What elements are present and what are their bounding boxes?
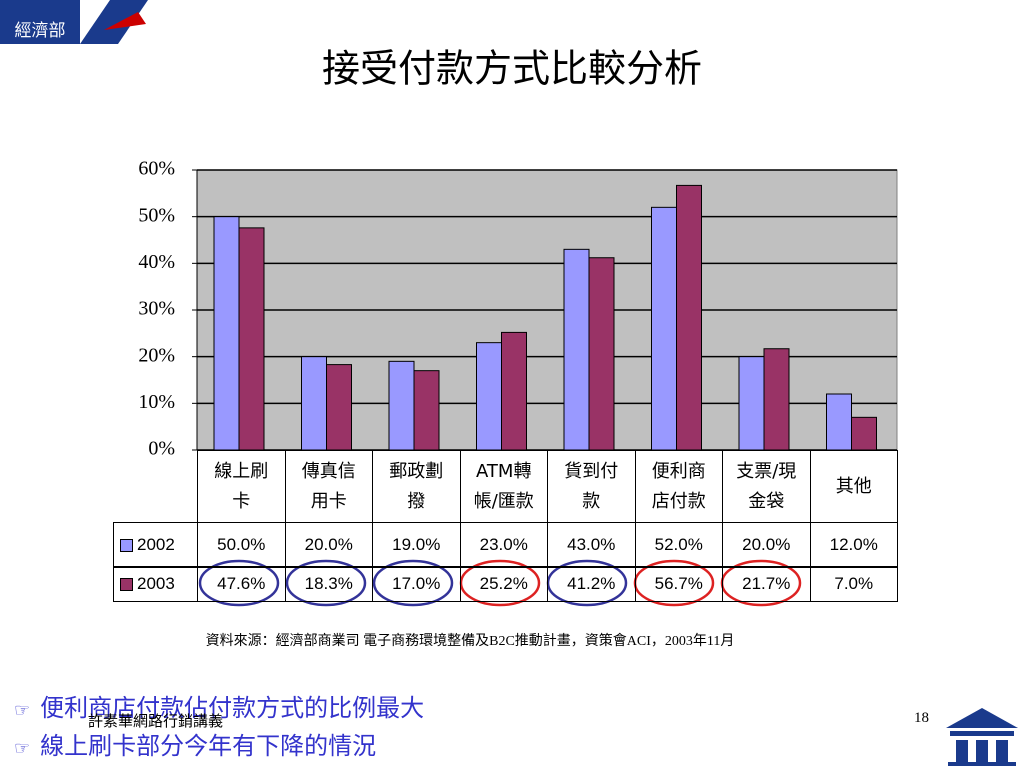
- bar: [301, 356, 327, 451]
- category-label: 便利商 店付款: [634, 450, 723, 523]
- bullet: ☞ 便利商店付款佔付款方式的比例最大: [14, 688, 424, 723]
- legend-swatch: [120, 577, 133, 591]
- value-label: 20.0%: [722, 522, 811, 568]
- category-label: 郵政劃 撥: [372, 450, 461, 523]
- chart: 0% 10% 20% 30% 40% 50% 60%: [138, 158, 898, 460]
- footer-author: 許素華網路行銷講義: [88, 714, 224, 730]
- category-label: 貨到付 款: [547, 450, 636, 523]
- value-label: 23.0%: [459, 522, 548, 568]
- bullet-text: 便利商店付款佔付款方式的比例最大: [40, 694, 425, 722]
- legend-label: 2003: [137, 574, 175, 593]
- circle: [459, 559, 541, 607]
- value-label: 41.2%: [547, 566, 636, 602]
- bar: [413, 370, 440, 451]
- y-tick-label: 50%: [138, 204, 175, 226]
- legend-swatch: [120, 538, 133, 552]
- bar: [238, 227, 265, 451]
- value-label: 47.6%: [197, 566, 286, 602]
- value-label: 17.0%: [372, 566, 461, 602]
- circle: [285, 559, 367, 607]
- logo-text: 經濟部: [15, 21, 66, 41]
- bar: [476, 342, 502, 451]
- category-label: 線上刷 卡: [197, 450, 286, 523]
- value-label: 7.0%: [809, 566, 898, 602]
- y-tick-label: 20%: [138, 344, 175, 366]
- bar: [676, 184, 702, 451]
- bar: [326, 364, 352, 451]
- bar: [213, 216, 240, 451]
- bar: [651, 206, 677, 451]
- y-tick-label: 60%: [138, 158, 175, 180]
- circle: [546, 559, 628, 607]
- legend-label: 2002: [137, 535, 175, 554]
- value-label: 21.7%: [722, 566, 811, 602]
- value-label: 50.0%: [197, 522, 286, 568]
- y-tick-label: 40%: [138, 251, 175, 273]
- y-tick-label: 0%: [148, 438, 175, 460]
- circle: [198, 559, 280, 607]
- bar: [388, 360, 415, 451]
- value-label: 43.0%: [547, 522, 636, 568]
- value-label: 20.0%: [284, 522, 373, 568]
- bar: [738, 356, 765, 451]
- value-label: 25.2%: [459, 566, 548, 602]
- logo-badge: [0, 0, 80, 44]
- bar: [763, 348, 790, 451]
- bar: [563, 248, 590, 451]
- bar: [851, 416, 877, 451]
- circle: [372, 559, 454, 607]
- category-label: 支票/現 金袋: [722, 450, 811, 523]
- y-tick-label: 30%: [138, 298, 175, 320]
- iii-logo: [946, 708, 1018, 766]
- source-note: 資料來源：經濟部商業司 電子商務環境整備及B2C推動計畫，資策會ACI，2003…: [206, 632, 735, 649]
- logo-arrow: [104, 12, 146, 30]
- bar: [501, 331, 527, 451]
- value-label: 18.3%: [284, 566, 373, 602]
- bullet-text: 線上刷卡部分今年有下降的情況: [40, 732, 377, 760]
- value-label: 12.0%: [809, 522, 898, 568]
- bullet: ☞ 線上刷卡部分今年有下降的情況: [14, 726, 376, 761]
- value-label: 19.0%: [372, 522, 461, 568]
- legend-entry: 2002: [113, 522, 198, 568]
- legend-entry: 2003: [113, 566, 198, 602]
- bullet-icon: ☞: [14, 700, 31, 721]
- value-label: 56.7%: [634, 566, 723, 602]
- page-number: 18: [914, 710, 929, 726]
- y-tick-label: 10%: [138, 391, 175, 413]
- category-label: ATM轉 帳/匯款: [459, 450, 548, 523]
- bar: [588, 257, 615, 451]
- logo-stripe: [80, 0, 148, 44]
- category-label: 其他: [809, 450, 898, 523]
- value-label: 52.0%: [634, 522, 723, 568]
- bullet-icon: ☞: [14, 738, 31, 759]
- bar: [826, 393, 852, 451]
- slide-title: 接受付款方式比較分析: [322, 47, 702, 91]
- category-label: 傳真信 用卡: [284, 450, 373, 523]
- highlight-circles: [198, 559, 802, 607]
